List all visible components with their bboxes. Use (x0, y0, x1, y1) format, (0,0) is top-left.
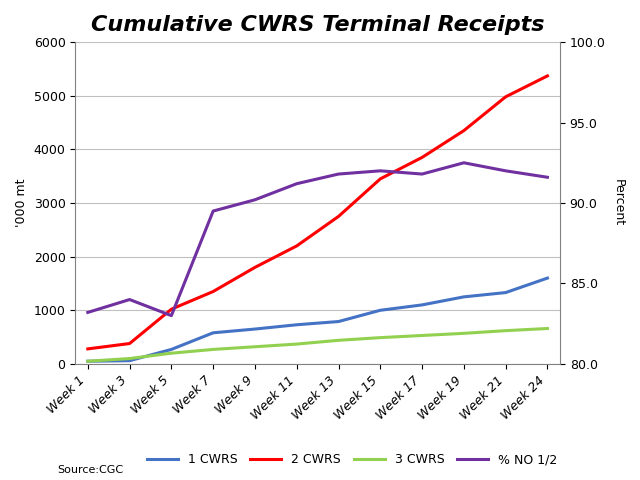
2 CWRS (543, 73, 551, 79)
1 CWRS (376, 307, 384, 313)
3 CWRS (293, 341, 301, 347)
2 CWRS (209, 288, 217, 294)
2 CWRS (84, 346, 92, 352)
3 CWRS (84, 359, 92, 364)
Legend: 1 CWRS, 2 CWRS, 3 CWRS, % NO 1/2: 1 CWRS, 2 CWRS, 3 CWRS, % NO 1/2 (141, 448, 563, 471)
Y-axis label: '000 mt: '000 mt (15, 179, 28, 227)
2 CWRS (376, 176, 384, 182)
2 CWRS (293, 243, 301, 249)
1 CWRS (502, 290, 509, 296)
3 CWRS (418, 333, 426, 338)
Line: 3 CWRS: 3 CWRS (88, 328, 547, 361)
% NO 1/2 (418, 171, 426, 177)
% NO 1/2 (168, 313, 175, 319)
% NO 1/2 (125, 297, 133, 302)
1 CWRS (84, 359, 92, 364)
% NO 1/2 (251, 197, 259, 203)
2 CWRS (125, 341, 133, 347)
1 CWRS (209, 330, 217, 336)
2 CWRS (335, 214, 342, 219)
1 CWRS (168, 347, 175, 352)
Line: % NO 1/2: % NO 1/2 (88, 163, 547, 316)
3 CWRS (251, 344, 259, 349)
1 CWRS (460, 294, 468, 300)
1 CWRS (251, 326, 259, 332)
1 CWRS (543, 275, 551, 281)
Y-axis label: Percent: Percent (612, 180, 625, 227)
Line: 2 CWRS: 2 CWRS (88, 76, 547, 349)
2 CWRS (418, 155, 426, 160)
% NO 1/2 (460, 160, 468, 166)
1 CWRS (293, 322, 301, 328)
% NO 1/2 (209, 208, 217, 214)
1 CWRS (418, 302, 426, 308)
% NO 1/2 (543, 174, 551, 180)
% NO 1/2 (84, 310, 92, 315)
Title: Cumulative CWRS Terminal Receipts: Cumulative CWRS Terminal Receipts (91, 15, 545, 35)
1 CWRS (125, 358, 133, 363)
3 CWRS (125, 356, 133, 361)
% NO 1/2 (502, 168, 509, 174)
3 CWRS (168, 350, 175, 356)
2 CWRS (502, 94, 509, 100)
2 CWRS (168, 306, 175, 312)
3 CWRS (460, 330, 468, 336)
% NO 1/2 (293, 181, 301, 187)
3 CWRS (335, 337, 342, 343)
3 CWRS (502, 328, 509, 334)
3 CWRS (209, 347, 217, 352)
3 CWRS (376, 335, 384, 340)
Text: Source:CGC: Source:CGC (58, 465, 124, 475)
Line: 1 CWRS: 1 CWRS (88, 278, 547, 361)
3 CWRS (543, 325, 551, 331)
% NO 1/2 (376, 168, 384, 174)
2 CWRS (460, 128, 468, 133)
1 CWRS (335, 319, 342, 324)
% NO 1/2 (335, 171, 342, 177)
2 CWRS (251, 264, 259, 270)
